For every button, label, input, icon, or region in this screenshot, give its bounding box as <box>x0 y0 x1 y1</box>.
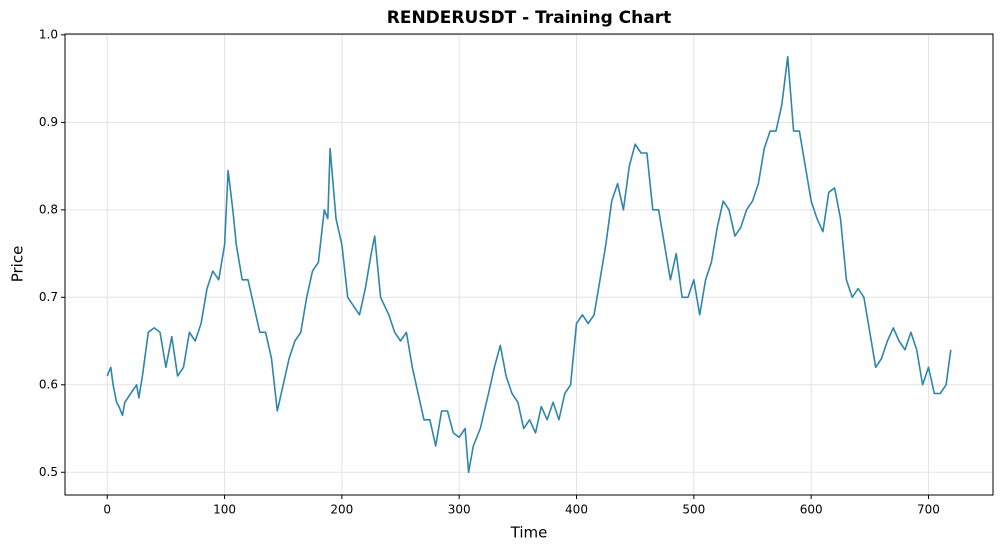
y-tick-label: 0.5 <box>39 465 58 479</box>
x-tick-label: 400 <box>565 503 588 517</box>
x-tick-label: 500 <box>682 503 705 517</box>
y-tick-label: 0.8 <box>39 202 58 216</box>
x-tick-label: 100 <box>213 503 236 517</box>
x-tick-label: 0 <box>103 503 111 517</box>
chart-title: RENDERUSDT - Training Chart <box>387 8 671 28</box>
y-axis-label: Price <box>9 246 27 283</box>
price-line <box>106 55 952 474</box>
y-tick-label: 0.6 <box>39 377 58 391</box>
x-tick-label: 300 <box>448 503 471 517</box>
plot-frame <box>64 33 994 496</box>
x-tick-label: 200 <box>330 503 353 517</box>
y-tick-label: 1.0 <box>39 27 58 41</box>
x-tick-label: 600 <box>800 503 823 517</box>
x-tick-label: 700 <box>917 503 940 517</box>
x-axis-label: Time <box>510 524 548 542</box>
y-tick-label: 0.7 <box>39 290 58 304</box>
y-tick-label: 0.9 <box>39 115 58 129</box>
